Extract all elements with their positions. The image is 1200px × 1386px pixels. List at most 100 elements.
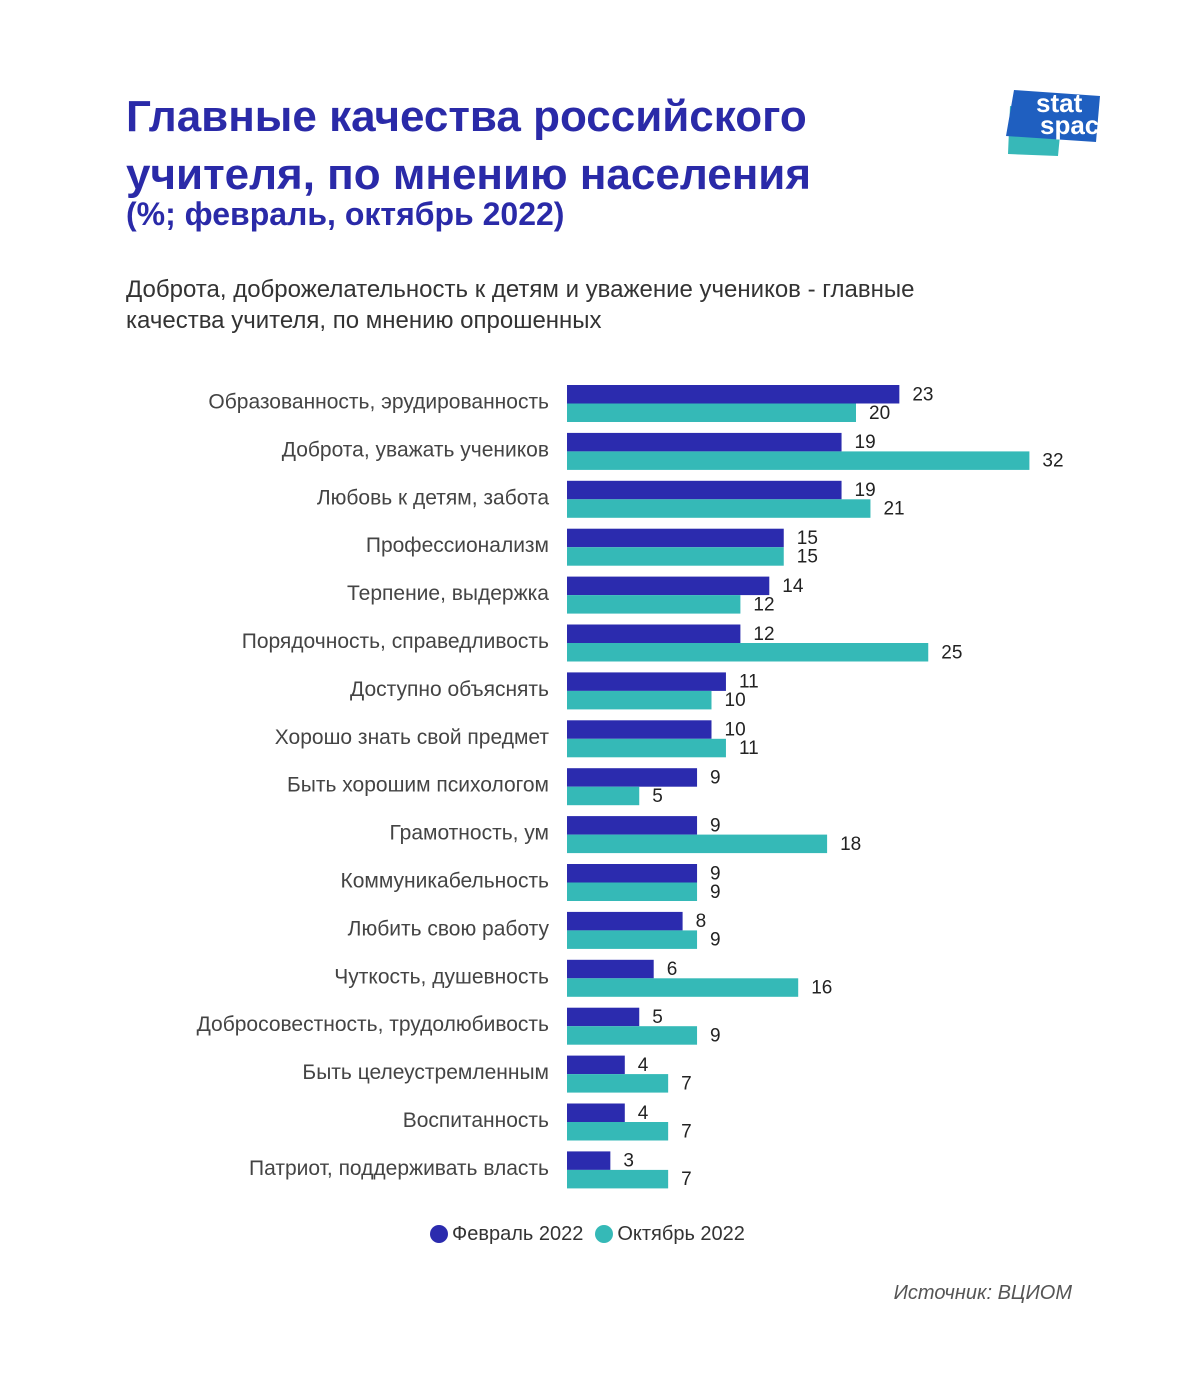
chart-unit-subtitle: (%; февраль, октябрь 2022): [126, 196, 565, 232]
bar-oct: [567, 786, 640, 806]
bar-oct: [567, 499, 871, 518]
value-label-oct: 21: [883, 499, 904, 520]
bar-oct: [567, 738, 726, 758]
bar-feb: [567, 1103, 625, 1122]
bar-oct: [567, 451, 1030, 470]
bar-feb: [567, 1151, 611, 1170]
value-label-feb: 15: [797, 528, 818, 549]
value-label-oct: 12: [753, 594, 774, 615]
bar-feb: [567, 432, 842, 452]
value-label-oct: 10: [725, 690, 746, 711]
category-label: Порядочность, справедливость: [242, 630, 549, 653]
value-label-feb: 9: [710, 767, 721, 788]
category-label: Профессионализм: [366, 534, 549, 557]
legend-label-feb: Февраль 2022: [452, 1222, 584, 1245]
logo-blue-shape: [1006, 90, 1100, 142]
source-note: Источник: ВЦИОМ: [893, 1282, 1072, 1304]
bar-feb: [567, 480, 842, 500]
bar-oct: [567, 595, 741, 614]
value-label-oct: 25: [941, 642, 962, 663]
bar-feb: [567, 720, 712, 739]
category-label: Грамотность, ум: [389, 822, 549, 845]
bar-feb: [567, 768, 698, 787]
bar-oct: [567, 834, 828, 854]
bar-oct: [567, 1074, 669, 1093]
logo-text-line-2: space: [1040, 110, 1114, 140]
bar-feb: [567, 911, 683, 931]
chart-title: Главные качества российского учителя, по…: [126, 88, 986, 204]
category-label: Любить свою работу: [348, 917, 550, 940]
chart-legend: Февраль 2022 Октябрь 2022: [430, 1220, 757, 1248]
value-label-feb: 4: [638, 1103, 649, 1124]
category-label: Доброта, уважать учеников: [282, 438, 549, 461]
category-label: Воспитанность: [403, 1109, 549, 1132]
category-label: Чуткость, душевность: [334, 965, 549, 988]
bar-feb: [567, 672, 726, 691]
value-label-feb: 12: [753, 624, 774, 645]
bar-feb: [567, 959, 654, 979]
bar-feb: [567, 624, 741, 643]
lead-line-2: качества учителя, по мнению опрошенных: [126, 307, 602, 334]
bar-feb: [567, 1007, 640, 1027]
category-label: Быть целеустремленным: [302, 1061, 549, 1084]
bar-oct: [567, 690, 712, 710]
value-label-oct: 7: [681, 1169, 692, 1190]
value-label-oct: 5: [652, 786, 663, 807]
legend-marker-oct: [595, 1225, 614, 1243]
value-label-oct: 7: [681, 1121, 692, 1142]
statspace-logo-icon: [1006, 90, 1100, 156]
category-label: Доступно объяснять: [350, 678, 549, 701]
bar-feb: [567, 385, 900, 404]
bar-feb: [567, 816, 698, 835]
value-label-oct: 32: [1042, 451, 1063, 472]
value-label-oct: 16: [811, 978, 832, 999]
value-label-oct: 18: [840, 834, 861, 855]
bar-oct: [567, 930, 698, 949]
legend-marker-feb: [430, 1225, 448, 1243]
value-label-feb: 3: [623, 1151, 634, 1172]
value-label-oct: 20: [869, 403, 890, 424]
legend-label-oct: Октябрь 2022: [617, 1222, 745, 1245]
statspace-logo-text: stat space: [1036, 90, 1114, 140]
value-label-feb: 19: [855, 432, 876, 453]
category-label: Патриот, поддерживать власть: [249, 1157, 549, 1180]
category-label: Добросовестность, трудолюбивость: [197, 1013, 549, 1036]
value-label-oct: 9: [710, 930, 721, 951]
bar-oct: [567, 1026, 698, 1045]
value-label-feb: 8: [696, 911, 707, 932]
value-label-feb: 9: [710, 815, 721, 836]
value-label-oct: 9: [710, 1025, 721, 1046]
bar-chart: Образованность, эрудированность 23 20 Добро…: [197, 384, 1064, 1190]
lead-line-1: Доброта, доброжелательность к детям и ув…: [126, 276, 915, 303]
value-label-feb: 19: [855, 480, 876, 501]
bar-oct: [567, 1169, 669, 1189]
legend-item-feb: Февраль 2022: [430, 1223, 583, 1246]
title-line-1: Главные качества российского: [126, 92, 807, 141]
value-label-feb: 5: [652, 1007, 663, 1028]
value-label-oct: 7: [681, 1073, 692, 1094]
chart-lead-text: Доброта, доброжелательность к детям и ув…: [126, 274, 1086, 336]
bar-feb: [567, 864, 698, 883]
value-label-feb: 10: [725, 720, 746, 741]
value-label-feb: 4: [638, 1055, 649, 1076]
value-label-feb: 23: [912, 384, 933, 405]
bar-oct: [567, 978, 799, 997]
bar-feb: [567, 1055, 625, 1075]
value-label-feb: 6: [667, 959, 678, 980]
value-label-oct: 11: [739, 738, 759, 759]
value-label-feb: 14: [782, 576, 804, 597]
bar-oct: [567, 403, 856, 422]
bar-oct: [567, 547, 784, 566]
value-label-oct: 9: [710, 882, 721, 903]
title-line-2: учителя, по мнению населения: [126, 150, 811, 199]
bar-feb: [567, 576, 770, 596]
category-label: Хорошо знать свой предмет: [275, 726, 550, 749]
category-label: Терпение, выдержка: [347, 582, 549, 605]
category-label: Образованность, эрудированность: [208, 391, 549, 414]
category-label: Любовь к детям, забота: [317, 486, 549, 509]
value-label-feb: 11: [739, 672, 759, 693]
category-label: Коммуникабельность: [341, 870, 550, 893]
bar-oct: [567, 882, 698, 901]
legend-item-oct: Октябрь 2022: [595, 1223, 745, 1246]
category-label: Быть хорошим психологом: [287, 774, 549, 797]
